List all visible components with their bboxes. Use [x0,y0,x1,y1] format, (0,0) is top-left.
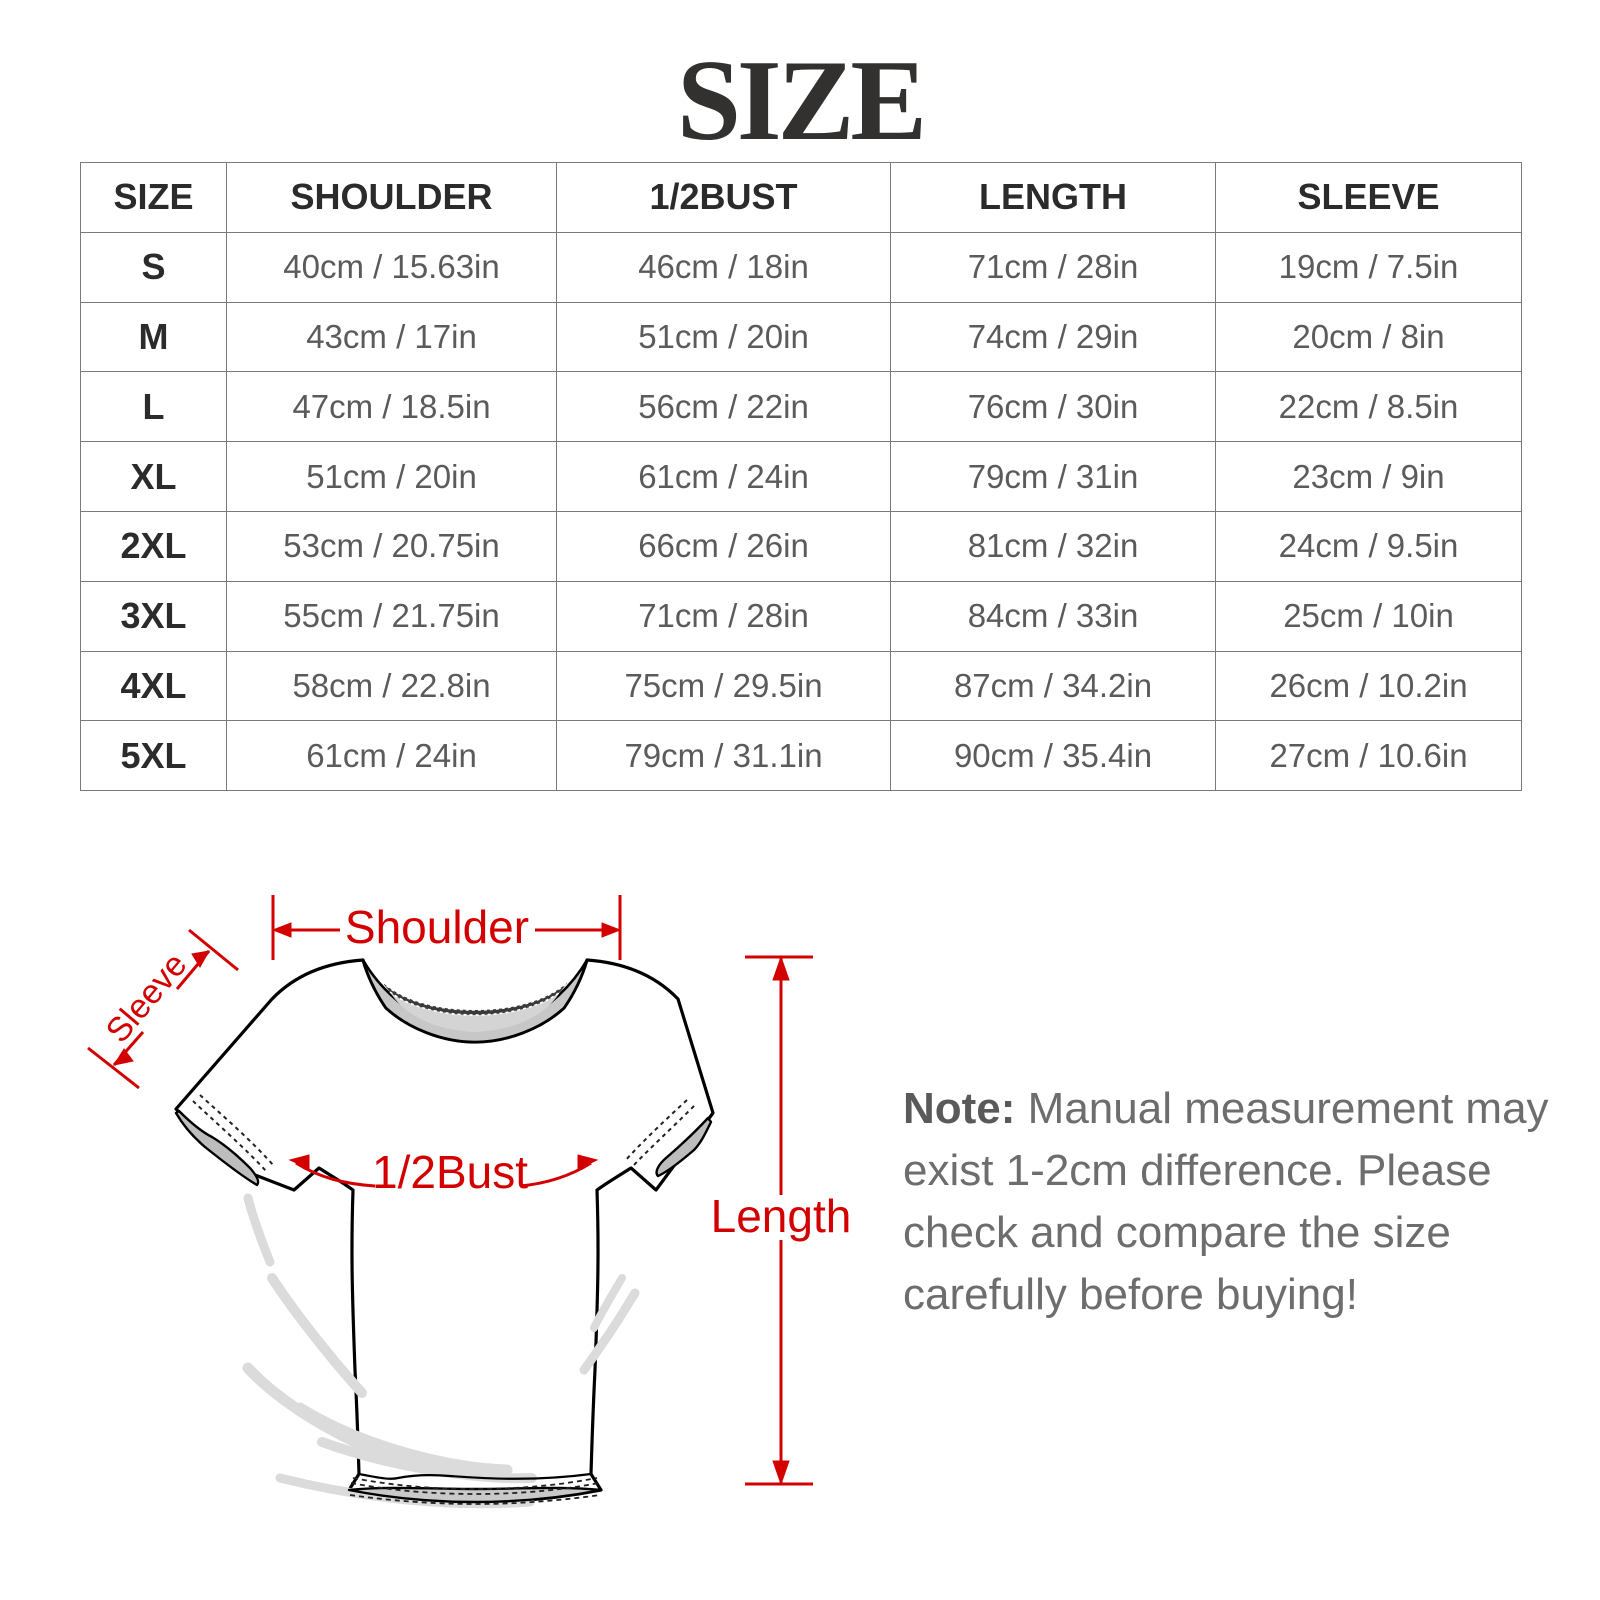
svg-text:Length: Length [711,1190,852,1242]
svg-text:1/2Bust: 1/2Bust [372,1146,528,1198]
svg-text:Sleeve: Sleeve [99,946,195,1050]
svg-text:Shoulder: Shoulder [345,901,529,953]
